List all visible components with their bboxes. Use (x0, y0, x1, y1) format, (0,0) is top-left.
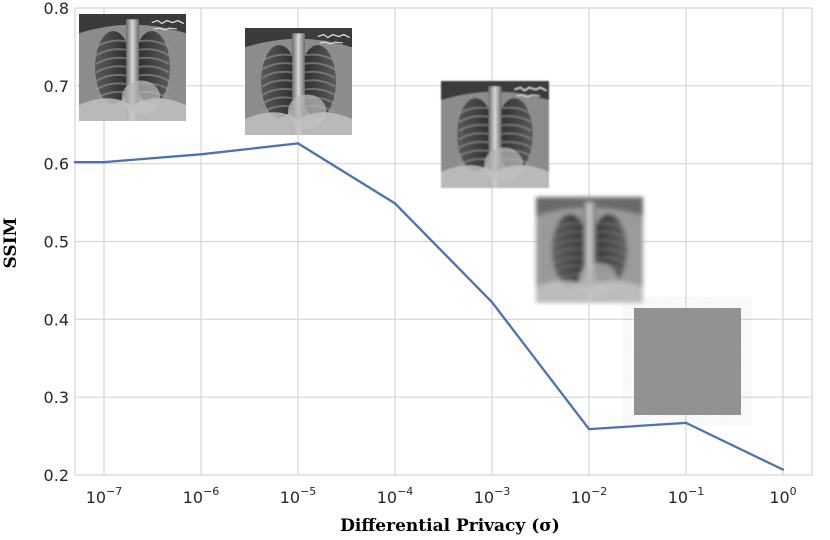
y-axis-title: SSIM (1, 217, 21, 268)
data-point (73, 160, 77, 164)
data-point (393, 202, 397, 205)
y-tick-label: 0.5 (44, 233, 69, 252)
thumbnails (79, 14, 741, 415)
data-point (781, 468, 785, 471)
x-tick-labels: 10−7 10−6 10−5 10−4 10−3 10−2 10−1 100 (86, 485, 797, 507)
xray-thumbnail-sigma-1e-7 (79, 14, 186, 122)
y-tick-label: 0.4 (44, 310, 69, 329)
xray-thumbnail-sigma-1e-5 (245, 28, 352, 135)
x-tick-label: 10−2 (571, 485, 608, 507)
data-point (199, 153, 203, 156)
x-tick-label: 10−4 (377, 485, 414, 507)
data-point (490, 301, 494, 304)
x-tick-label: 10−3 (474, 485, 511, 507)
y-tick-label: 0.7 (44, 77, 69, 96)
xray-thumbnail-sigma-1e-3 (441, 81, 549, 188)
x-tick-label: 10−5 (280, 485, 317, 507)
data-point (102, 160, 106, 164)
y-tick-label: 0.8 (44, 0, 69, 18)
xray-thumbnail-sigma-1e-2 (536, 197, 643, 303)
x-tick-label: 100 (769, 485, 796, 507)
data-point (684, 421, 688, 425)
data-point (296, 142, 300, 145)
series-lines (73, 142, 785, 471)
xray-thumbnail-sigma-1e-1 (634, 308, 741, 415)
x-tick-label: 10−7 (86, 485, 123, 507)
x-tick-label: 10−6 (183, 485, 220, 507)
y-tick-labels: 0.2 0.3 0.4 0.5 0.6 0.7 0.8 (44, 0, 69, 485)
x-axis-title: Differential Privacy (σ) (340, 516, 560, 536)
y-tick-label: 0.2 (44, 466, 69, 485)
x-tick-label: 10−1 (668, 485, 705, 507)
data-point (587, 427, 591, 431)
y-tick-label: 0.3 (44, 388, 69, 407)
y-tick-label: 0.6 (44, 155, 69, 174)
